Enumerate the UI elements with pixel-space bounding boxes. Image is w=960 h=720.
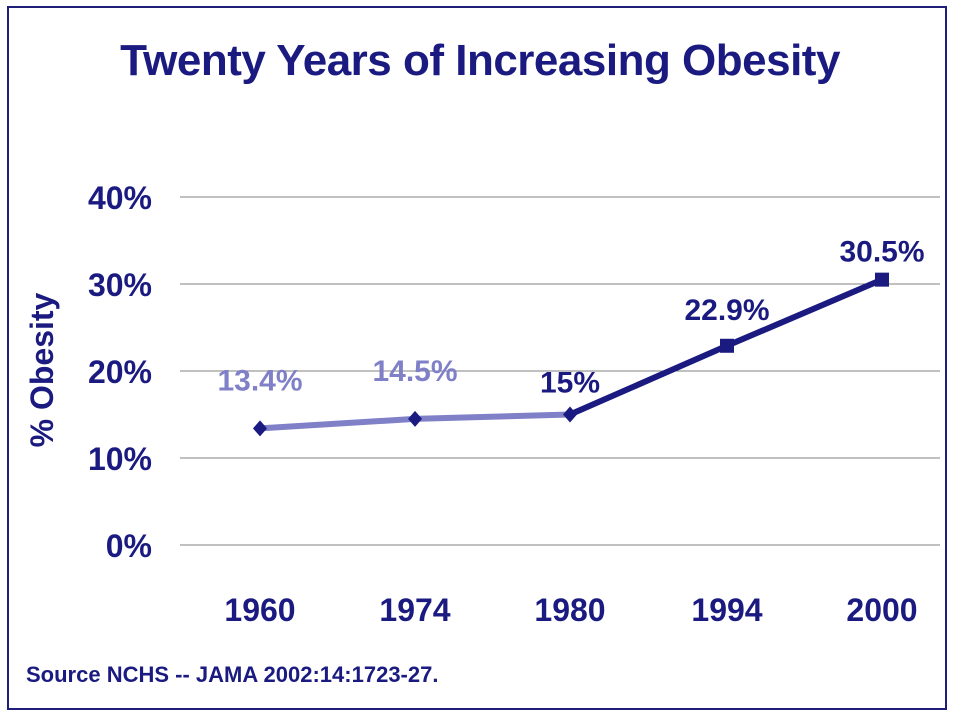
x-tick-label: 1974 bbox=[379, 592, 450, 628]
x-tick-label: 1994 bbox=[691, 592, 762, 628]
x-tick-label: 1980 bbox=[534, 592, 605, 628]
series-markers bbox=[253, 272, 889, 437]
y-tick-label: 10% bbox=[88, 441, 152, 477]
data-point-marker bbox=[253, 420, 267, 437]
x-tick-label: 1960 bbox=[224, 592, 295, 628]
data-labels: 13.4% 14.5% 15% 22.9% 30.5% bbox=[217, 236, 924, 400]
data-point-marker bbox=[875, 272, 889, 287]
data-label: 14.5% bbox=[372, 355, 457, 388]
data-point-marker bbox=[720, 338, 734, 353]
data-label: 13.4% bbox=[217, 364, 302, 397]
data-label: 22.9% bbox=[684, 294, 769, 327]
y-axis-label: % Obesity bbox=[24, 292, 60, 447]
chart-frame bbox=[7, 6, 947, 710]
source-note: Source NCHS -- JAMA 2002:14:1723-27. bbox=[26, 662, 439, 687]
series-lines bbox=[259, 276, 884, 432]
gridlines bbox=[180, 196, 940, 546]
y-tick-labels: 0% 10% 20% 30% 40% bbox=[88, 180, 152, 564]
y-tick-label: 40% bbox=[88, 180, 152, 216]
data-point-marker bbox=[563, 406, 577, 423]
y-tick-label: 20% bbox=[88, 354, 152, 390]
x-tick-labels: 1960 1974 1980 1994 2000 bbox=[224, 592, 917, 628]
y-tick-label: 30% bbox=[88, 267, 152, 303]
x-tick-label: 2000 bbox=[846, 592, 917, 628]
data-label: 30.5% bbox=[839, 236, 924, 269]
data-label: 15% bbox=[540, 367, 600, 400]
y-tick-label: 0% bbox=[106, 528, 152, 564]
chart-title: Twenty Years of Increasing Obesity bbox=[120, 36, 840, 85]
data-point-marker bbox=[408, 410, 422, 427]
